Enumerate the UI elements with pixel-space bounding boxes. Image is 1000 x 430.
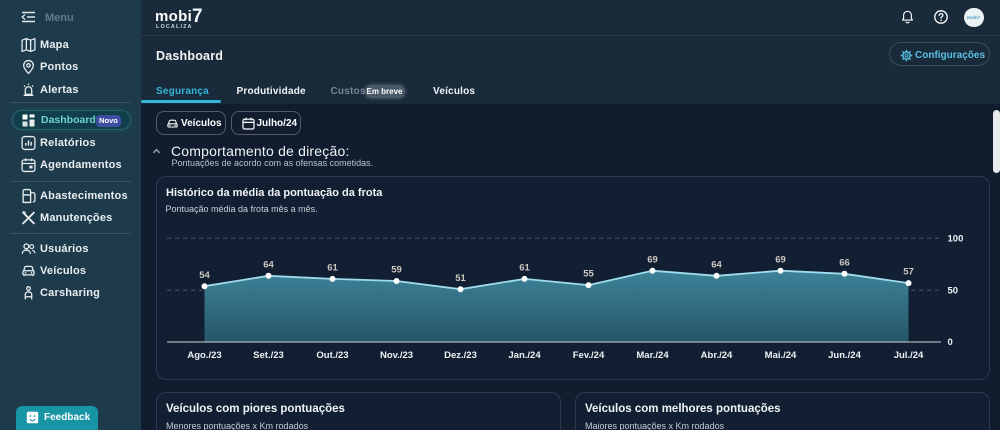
svg-text:61: 61 [327, 263, 338, 274]
svg-text:Nov./23: Nov./23 [380, 350, 413, 361]
svg-text:69: 69 [647, 254, 658, 265]
svg-text:55: 55 [583, 269, 594, 280]
svg-text:Jun./24: Jun./24 [828, 350, 861, 361]
svg-text:54: 54 [199, 270, 210, 281]
svg-text:66: 66 [839, 257, 850, 268]
svg-text:69: 69 [775, 254, 786, 265]
svg-text:59: 59 [391, 265, 402, 276]
svg-text:64: 64 [711, 259, 722, 270]
svg-text:Mar./24: Mar./24 [636, 350, 669, 361]
svg-text:64: 64 [263, 259, 274, 270]
svg-text:Abr./24: Abr./24 [701, 350, 733, 361]
svg-text:51: 51 [455, 273, 466, 284]
svg-text:Set./23: Set./23 [253, 350, 284, 361]
svg-text:Fev./24: Fev./24 [573, 350, 605, 361]
svg-text:61: 61 [519, 263, 530, 274]
svg-text:57: 57 [903, 267, 914, 278]
svg-text:Mai./24: Mai./24 [765, 350, 797, 361]
svg-text:100: 100 [948, 234, 964, 245]
svg-text:0: 0 [948, 337, 953, 348]
svg-text:Out./23: Out./23 [316, 350, 348, 361]
svg-text:Jul./24: Jul./24 [894, 350, 924, 361]
svg-text:Ago./23: Ago./23 [187, 350, 221, 361]
svg-text:Dez./23: Dez./23 [444, 350, 477, 361]
svg-text:Jan./24: Jan./24 [508, 350, 541, 361]
svg-text:50: 50 [948, 286, 959, 297]
